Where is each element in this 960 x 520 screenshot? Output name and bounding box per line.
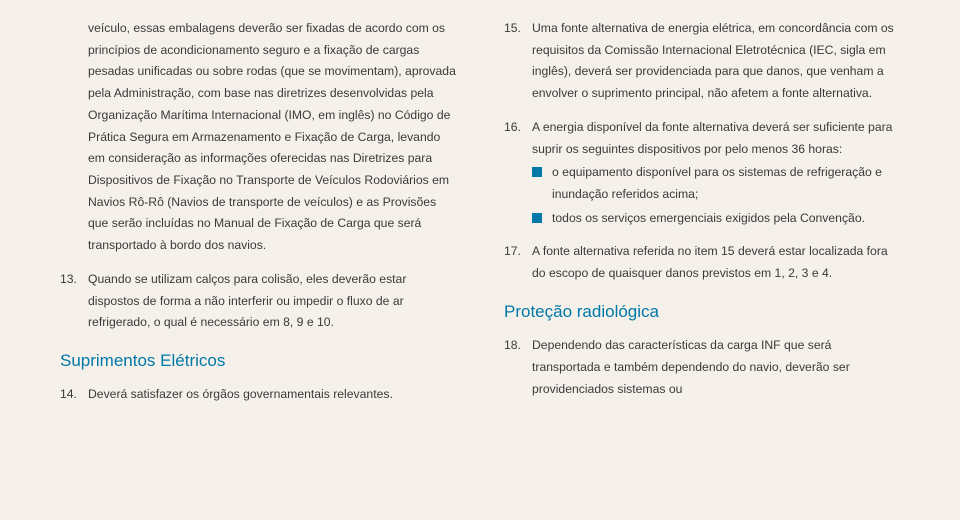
bullet-item: o equipamento disponível para os sistema… [532,162,900,205]
item-intro: A energia disponível da fonte alternativ… [532,120,892,156]
item-number: 18. [504,335,532,400]
bullet-item: todos os serviços emergenciais exigidos … [532,208,900,230]
item-body: Deverá satisfazer os órgãos governamenta… [88,384,456,406]
square-bullet-icon [532,167,542,177]
left-column: veículo, essas embalagens deverão ser fi… [60,18,456,418]
item-body: Quando se utilizam calços para colisão, … [88,269,456,334]
bullet-text: todos os serviços emergenciais exigidos … [552,208,900,230]
intro-paragraph: veículo, essas embalagens deverão ser fi… [60,18,456,257]
item-number: 13. [60,269,88,334]
list-item-14: 14. Deverá satisfazer os órgãos governam… [60,384,456,406]
right-column: 15. Uma fonte alternativa de energia elé… [504,18,900,418]
item-body: A energia disponível da fonte alternativ… [532,117,900,230]
list-item-13: 13. Quando se utilizam calços para colis… [60,269,456,334]
item-number: 16. [504,117,532,230]
list-item-15: 15. Uma fonte alternativa de energia elé… [504,18,900,105]
bullet-text: o equipamento disponível para os sistema… [552,162,900,205]
list-item-18: 18. Dependendo das características da ca… [504,335,900,400]
item-number: 17. [504,241,532,284]
item-body: A fonte alternativa referida no item 15 … [532,241,900,284]
item-number: 15. [504,18,532,105]
item-body: Uma fonte alternativa de energia elétric… [532,18,900,105]
item-body: Dependendo das características da carga … [532,335,900,400]
item-number: 14. [60,384,88,406]
section-heading-protecao: Proteção radiológica [504,297,900,327]
list-item-16: 16. A energia disponível da fonte altern… [504,117,900,230]
section-heading-suprimentos: Suprimentos Elétricos [60,346,456,376]
square-bullet-icon [532,213,542,223]
list-item-17: 17. A fonte alternativa referida no item… [504,241,900,284]
